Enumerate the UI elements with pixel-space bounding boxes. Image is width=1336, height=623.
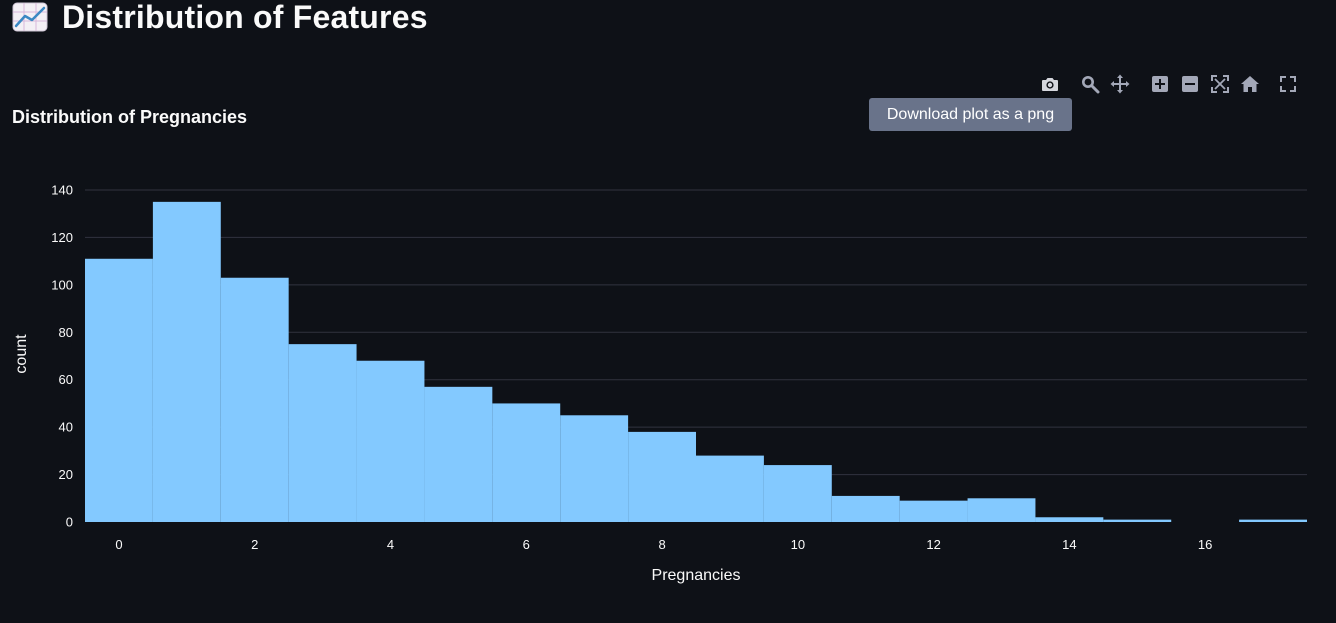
x-tick-label: 2 xyxy=(251,537,258,552)
chart-title: Distribution of Pregnancies xyxy=(12,107,247,127)
x-tick-label: 12 xyxy=(926,537,940,552)
y-tick-label: 80 xyxy=(59,325,73,340)
x-tick-label: 16 xyxy=(1198,537,1212,552)
histogram-bar[interactable] xyxy=(628,431,696,522)
page-title: Distribution of Features xyxy=(62,0,428,35)
histogram-bar[interactable] xyxy=(424,386,493,522)
y-tick-labels: 0 20 40 60 80 100 120 140 xyxy=(51,183,73,530)
y-tick-label: 140 xyxy=(51,183,73,198)
histogram-bar[interactable] xyxy=(1239,519,1307,522)
pan-button[interactable] xyxy=(1108,72,1132,96)
download-png-button[interactable] xyxy=(1038,72,1062,96)
x-tick-label: 14 xyxy=(1062,537,1076,552)
modebar-tooltip: Download plot as a png xyxy=(869,98,1072,131)
histogram-bar[interactable] xyxy=(220,277,289,522)
zoom-in-button[interactable] xyxy=(1148,72,1172,96)
x-tick-label: 0 xyxy=(115,537,122,552)
plot-modebar xyxy=(1036,72,1304,96)
pan-icon xyxy=(1110,74,1130,94)
autoscale-button[interactable] xyxy=(1208,72,1232,96)
histogram-bar[interactable] xyxy=(1035,517,1104,522)
histogram-bar[interactable] xyxy=(899,500,968,522)
zoom-in-icon xyxy=(1152,76,1168,92)
chart-increasing-icon xyxy=(12,2,48,32)
x-tick-label: 8 xyxy=(658,537,665,552)
histogram-bar[interactable] xyxy=(560,415,629,522)
histogram-bar[interactable] xyxy=(152,201,221,522)
histogram-bar[interactable] xyxy=(85,258,153,522)
x-tick-labels: 0 2 4 6 8 10 12 14 16 xyxy=(115,537,1212,552)
y-tick-label: 0 xyxy=(66,515,73,530)
histogram-bar[interactable] xyxy=(763,465,832,522)
zoom-icon xyxy=(1082,76,1100,94)
histogram-bar[interactable] xyxy=(1103,519,1172,522)
histogram-bar[interactable] xyxy=(356,360,425,522)
y-tick-label: 120 xyxy=(51,230,73,245)
y-tick-label: 20 xyxy=(59,467,73,482)
zoom-out-button[interactable] xyxy=(1178,72,1202,96)
zoom-button[interactable] xyxy=(1078,72,1102,96)
x-tick-label: 6 xyxy=(523,537,530,552)
histogram-bar[interactable] xyxy=(831,495,900,522)
histogram-bar[interactable] xyxy=(492,403,561,522)
y-tick-label: 100 xyxy=(51,277,73,292)
y-tick-label: 60 xyxy=(59,372,73,387)
x-axis-title: Pregnancies xyxy=(652,567,741,584)
x-tick-label: 4 xyxy=(387,537,394,552)
y-tick-label: 40 xyxy=(59,420,73,435)
fullscreen-button[interactable] xyxy=(1276,72,1300,96)
histogram-bar[interactable] xyxy=(967,498,1036,522)
histogram-bar[interactable] xyxy=(288,344,357,522)
page-heading: Distribution of Features xyxy=(12,0,428,42)
x-tick-label: 10 xyxy=(791,537,805,552)
zoom-out-icon xyxy=(1182,76,1198,92)
histogram-bar[interactable] xyxy=(696,455,764,522)
reset-axes-button[interactable] xyxy=(1238,72,1262,96)
y-axis-title: count xyxy=(13,334,30,374)
bars xyxy=(85,201,1307,522)
fullscreen-icon xyxy=(1280,76,1296,92)
home-icon xyxy=(1241,76,1259,92)
autoscale-icon xyxy=(1211,75,1229,93)
camera-icon xyxy=(1042,78,1058,91)
